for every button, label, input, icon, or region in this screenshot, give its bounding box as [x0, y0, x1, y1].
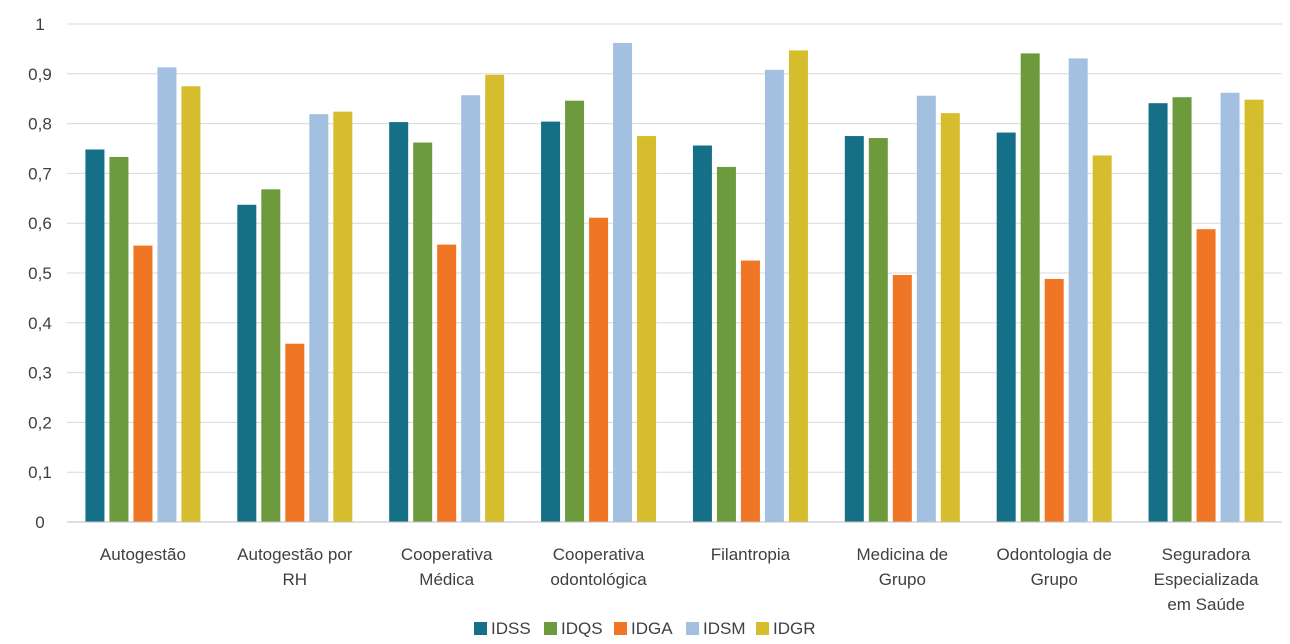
category-label: Autogestão: [100, 545, 186, 564]
category-label-line: Especializada: [1154, 570, 1259, 589]
bar-idss: [85, 149, 105, 522]
y-tick-label: 0,7: [28, 164, 52, 183]
bar-idga: [740, 260, 760, 522]
bar-idqs: [1172, 97, 1192, 523]
bars: [85, 42, 1264, 523]
legend: IDSS IDQS IDGA IDSM IDGR: [474, 619, 816, 638]
bar-idss: [692, 145, 712, 522]
bar-idsm: [157, 67, 177, 523]
bar-idqs: [565, 100, 585, 522]
legend-item-idga: IDGA: [614, 619, 673, 638]
legend-item-idqs: IDQS: [544, 619, 603, 638]
legend-label: IDGA: [631, 619, 673, 638]
legend-item-idsm: IDSM: [686, 619, 746, 638]
x-axis-categories: Autogestão Autogestão por RH Cooperativa Méd…: [100, 545, 1259, 614]
y-tick-label: 0,9: [28, 65, 52, 84]
bar-idsm: [764, 69, 784, 522]
category-label: Odontologia de Grupo: [997, 545, 1112, 589]
bar-idga: [1196, 229, 1216, 522]
bar-idgr: [485, 74, 505, 523]
legend-label: IDGR: [773, 619, 816, 638]
bar-idgr: [1092, 155, 1112, 523]
bar-idqs: [261, 189, 281, 522]
bar-idss: [996, 132, 1016, 522]
legend-label: IDSS: [491, 619, 531, 638]
legend-swatch: [544, 622, 557, 635]
category-label-line: Odontologia de: [997, 545, 1112, 564]
bar-idss: [237, 204, 257, 523]
bar-idss: [389, 122, 409, 522]
category-label-line: Médica: [419, 570, 474, 589]
bar-idga: [133, 245, 153, 523]
bar-idgr: [637, 136, 657, 523]
bar-idsm: [461, 95, 481, 523]
category-label: Medicina de Grupo: [856, 545, 948, 589]
bar-idsm: [613, 42, 633, 522]
y-tick-label: 0,6: [28, 214, 52, 233]
category-label-line: Medicina de: [856, 545, 948, 564]
y-tick-label: 0: [35, 513, 44, 532]
category-label: Cooperativa Médica: [401, 545, 493, 589]
category-label-line: em Saúde: [1167, 595, 1245, 614]
category-label-line: Grupo: [1031, 570, 1078, 589]
bar-idsm: [1220, 92, 1240, 522]
bar-idga: [892, 274, 912, 522]
bar-idgr: [788, 50, 808, 522]
legend-swatch: [686, 622, 699, 635]
category-label-line: odontológica: [550, 570, 647, 589]
bar-idgr: [1244, 99, 1264, 523]
legend-swatch: [756, 622, 769, 635]
category-label-line: Filantropia: [711, 545, 791, 564]
bar-idgr: [333, 111, 353, 522]
bar-idqs: [868, 138, 888, 523]
category-label-line: Grupo: [879, 570, 926, 589]
bar-idss: [541, 121, 561, 522]
bar-idqs: [413, 142, 433, 523]
y-tick-label: 0,8: [28, 115, 52, 134]
legend-label: IDSM: [703, 619, 746, 638]
y-tick-label: 0,1: [28, 463, 52, 482]
legend-swatch: [614, 622, 627, 635]
y-tick-label: 0,2: [28, 413, 52, 432]
category-label: Cooperativa odontológica: [550, 545, 647, 589]
legend-swatch: [474, 622, 487, 635]
y-tick-label: 0,3: [28, 364, 52, 383]
bar-idga: [1044, 278, 1064, 522]
bar-idgr: [940, 113, 960, 522]
bar-idsm: [1068, 58, 1088, 522]
y-axis-ticks: 0 0,1 0,2 0,3 0,4 0,5 0,6 0,7 0,8 0,9 1: [28, 15, 52, 532]
bar-idqs: [716, 166, 736, 522]
bar-idga: [437, 244, 457, 522]
category-label-line: Autogestão: [100, 545, 186, 564]
y-tick-label: 0,4: [28, 314, 52, 333]
category-label: Autogestão por RH: [237, 545, 353, 589]
category-label-line: Autogestão por: [237, 545, 353, 564]
bar-idga: [285, 343, 305, 522]
bar-idsm: [916, 95, 936, 522]
bar-idss: [1148, 103, 1168, 522]
y-tick-label: 0,5: [28, 264, 52, 283]
legend-label: IDQS: [561, 619, 603, 638]
category-label-line: Cooperativa: [401, 545, 493, 564]
bar-idga: [589, 217, 609, 523]
y-tick-label: 1: [35, 15, 44, 34]
legend-item-idgr: IDGR: [756, 619, 816, 638]
category-label-line: RH: [283, 570, 308, 589]
category-label-line: Seguradora: [1162, 545, 1251, 564]
bar-idqs: [1020, 53, 1040, 523]
bar-idsm: [309, 114, 329, 522]
legend-item-idss: IDSS: [474, 619, 531, 638]
category-label-line: Cooperativa: [553, 545, 645, 564]
category-label: Seguradora Especializada em Saúde: [1154, 545, 1259, 614]
bar-idgr: [181, 86, 201, 522]
bar-idss: [844, 136, 864, 523]
bar-idqs: [109, 156, 129, 522]
category-label: Filantropia: [711, 545, 791, 564]
